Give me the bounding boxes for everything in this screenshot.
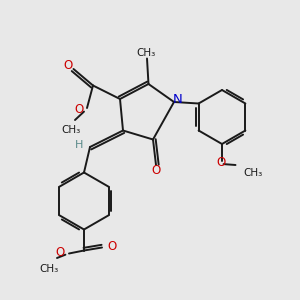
Text: CH₃: CH₃ [243, 167, 262, 178]
Text: CH₃: CH₃ [136, 47, 155, 58]
Text: CH₃: CH₃ [40, 264, 59, 274]
Text: O: O [152, 164, 160, 177]
Text: O: O [107, 239, 117, 253]
Text: O: O [75, 103, 84, 116]
Text: O: O [55, 246, 64, 260]
Text: N: N [173, 93, 182, 106]
Text: O: O [64, 59, 73, 72]
Text: H: H [74, 140, 83, 150]
Text: CH₃: CH₃ [61, 125, 80, 135]
Text: O: O [217, 155, 226, 169]
